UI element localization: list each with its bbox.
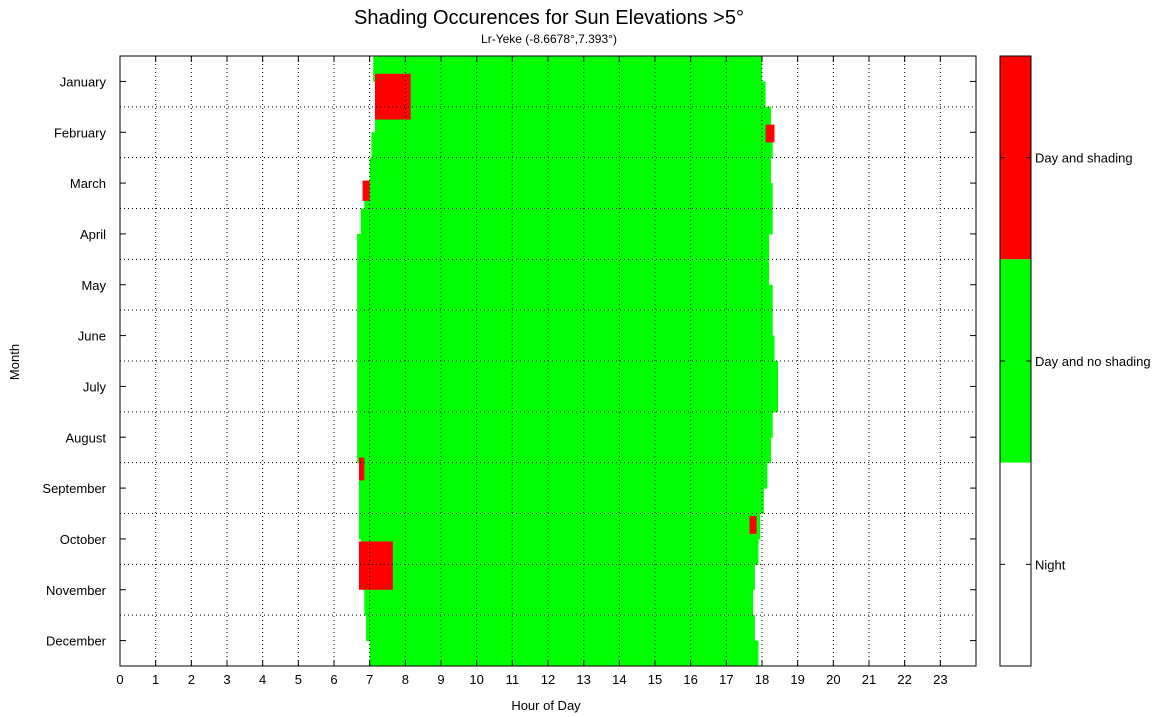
x-tick-label: 21	[862, 672, 876, 687]
x-tick-label: 7	[366, 672, 373, 687]
daylight-band-row	[358, 488, 764, 514]
y-tick-label: July	[83, 379, 107, 394]
daylight-band-row	[369, 640, 759, 667]
x-tick-label: 14	[612, 672, 626, 687]
legend-label: Day and shading	[1035, 151, 1133, 166]
chart-subtitle: Lr-Yeke (-8.6678°,7.393°)	[481, 32, 617, 46]
shading-region	[362, 180, 370, 201]
y-tick-label: February	[54, 125, 107, 140]
y-tick-label: December	[46, 634, 107, 649]
daylight-band-row	[357, 386, 779, 413]
daylight-band-row	[357, 437, 771, 464]
colorbar-legend: Day and shading Day and no shading Night	[999, 55, 1151, 667]
daylight-band-row	[357, 361, 779, 387]
axis-ticks: 0 1 2 3 4 5 6 7 8 9 10 11 12 13 14 15 16 17 18 19 20 21 22 23Ja…	[42, 56, 976, 687]
x-tick-label: 12	[541, 672, 555, 687]
daylight-band-row	[373, 56, 762, 82]
y-tick-label: April	[80, 227, 106, 242]
x-tick-label: 5	[295, 672, 302, 687]
daylight-band-row	[357, 411, 773, 438]
daylight-band-row	[358, 513, 761, 540]
x-axis-label: Hour of Day	[511, 698, 581, 713]
y-tick-label: June	[78, 329, 106, 344]
x-tick-label: 20	[826, 672, 840, 687]
legend-label: Day and no shading	[1035, 354, 1151, 369]
x-tick-label: 15	[648, 672, 662, 687]
daylight-band-row	[375, 81, 766, 108]
plot-area	[357, 56, 779, 667]
daylight-band-row	[362, 564, 755, 591]
x-tick-label: 1	[152, 672, 159, 687]
x-tick-label: 23	[933, 672, 947, 687]
x-tick-label: 3	[223, 672, 230, 687]
daylight-band-row	[357, 233, 770, 260]
y-tick-label: January	[60, 74, 107, 89]
daylight-band-row	[357, 259, 770, 286]
daylight-band-row	[375, 106, 771, 133]
daylight-band-row	[360, 208, 773, 235]
daylight-band-row	[357, 284, 773, 311]
x-tick-label: 16	[683, 672, 697, 687]
x-tick-label: 4	[259, 672, 266, 687]
legend-label: Night	[1035, 557, 1066, 572]
shading-region	[765, 124, 775, 143]
daylight-band-row	[357, 335, 775, 362]
x-tick-label: 8	[402, 672, 409, 687]
x-tick-label: 13	[576, 672, 590, 687]
daylight-band-row	[358, 462, 768, 489]
shading-region	[358, 541, 393, 590]
daylight-band-row	[364, 183, 773, 209]
chart-title: Shading Occurences for Sun Elevations >5…	[354, 7, 744, 29]
x-tick-label: 17	[719, 672, 733, 687]
x-tick-label: 19	[790, 672, 804, 687]
x-tick-label: 11	[506, 672, 520, 687]
y-tick-label: May	[81, 278, 106, 293]
legend-frame	[999, 55, 1032, 667]
x-tick-label: 10	[469, 672, 483, 687]
legend-swatch	[1000, 56, 1031, 260]
x-tick-label: 9	[437, 672, 444, 687]
legend-swatch	[1000, 462, 1031, 666]
daylight-band-row	[364, 589, 754, 616]
x-tick-label: 18	[755, 672, 769, 687]
y-tick-label: November	[46, 583, 107, 598]
shading-region	[375, 73, 411, 120]
x-tick-label: 22	[897, 672, 911, 687]
x-tick-label: 2	[188, 672, 195, 687]
daylight-band-row	[371, 132, 773, 159]
daylight-band-row	[369, 157, 771, 184]
legend-swatch	[1000, 259, 1031, 463]
y-tick-label: March	[70, 176, 106, 191]
daylight-band-row	[357, 310, 773, 337]
grid-lines	[120, 56, 976, 666]
y-axis-label: Month	[7, 344, 22, 380]
x-tick-label: 6	[330, 672, 337, 687]
daylight-band-row	[360, 538, 759, 565]
y-tick-label: October	[60, 532, 107, 547]
y-tick-label: September	[42, 481, 106, 496]
daylight-band-row	[366, 615, 755, 642]
x-tick-label: 0	[116, 672, 123, 687]
shading-region	[358, 457, 365, 481]
shading-region	[749, 516, 757, 534]
y-tick-label: August	[66, 430, 107, 445]
